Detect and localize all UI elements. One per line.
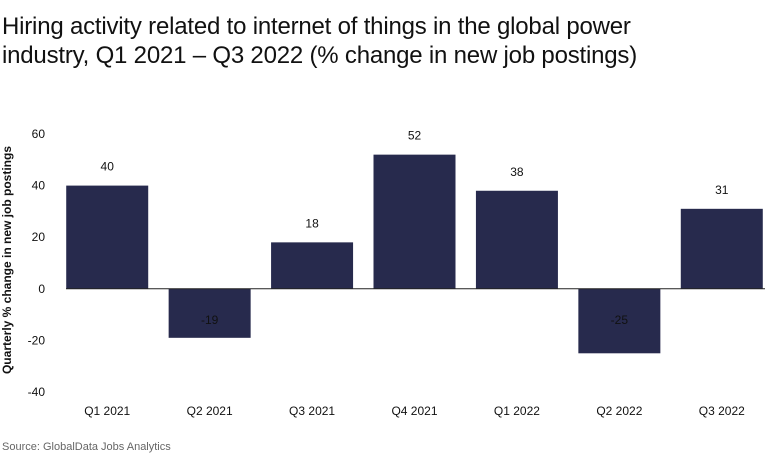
data-label: -25 <box>611 313 629 327</box>
x-tick-label: Q2 2022 <box>596 404 642 418</box>
y-tick-label: 20 <box>32 230 46 244</box>
source-note: Source: GlobalData Jobs Analytics <box>2 441 171 453</box>
data-label: 40 <box>101 160 115 174</box>
x-tick-label: Q3 2021 <box>289 404 335 418</box>
data-label: -19 <box>201 313 219 327</box>
data-label: 31 <box>715 183 729 197</box>
bar <box>373 154 456 289</box>
x-tick-label: Q2 2021 <box>187 404 233 418</box>
bar <box>271 242 354 289</box>
data-label: 38 <box>510 165 524 179</box>
y-tick-label: -40 <box>28 385 46 399</box>
data-label: 52 <box>408 129 422 143</box>
y-tick-label: 60 <box>32 127 46 141</box>
x-tick-label: Q1 2021 <box>84 404 130 418</box>
y-tick-label: 0 <box>38 282 45 296</box>
bar <box>66 185 149 289</box>
y-tick-label: 40 <box>32 179 46 193</box>
x-tick-label: Q4 2021 <box>391 404 437 418</box>
data-label: 18 <box>305 216 319 230</box>
chart-title: Hiring activity related to internet of t… <box>2 13 638 69</box>
y-tick-label: -20 <box>28 333 46 347</box>
x-tick-label: Q1 2022 <box>494 404 540 418</box>
x-tick-label: Q3 2022 <box>699 404 745 418</box>
bar <box>168 288 251 338</box>
bar <box>578 288 661 354</box>
bar <box>680 208 763 289</box>
bar <box>475 190 558 289</box>
